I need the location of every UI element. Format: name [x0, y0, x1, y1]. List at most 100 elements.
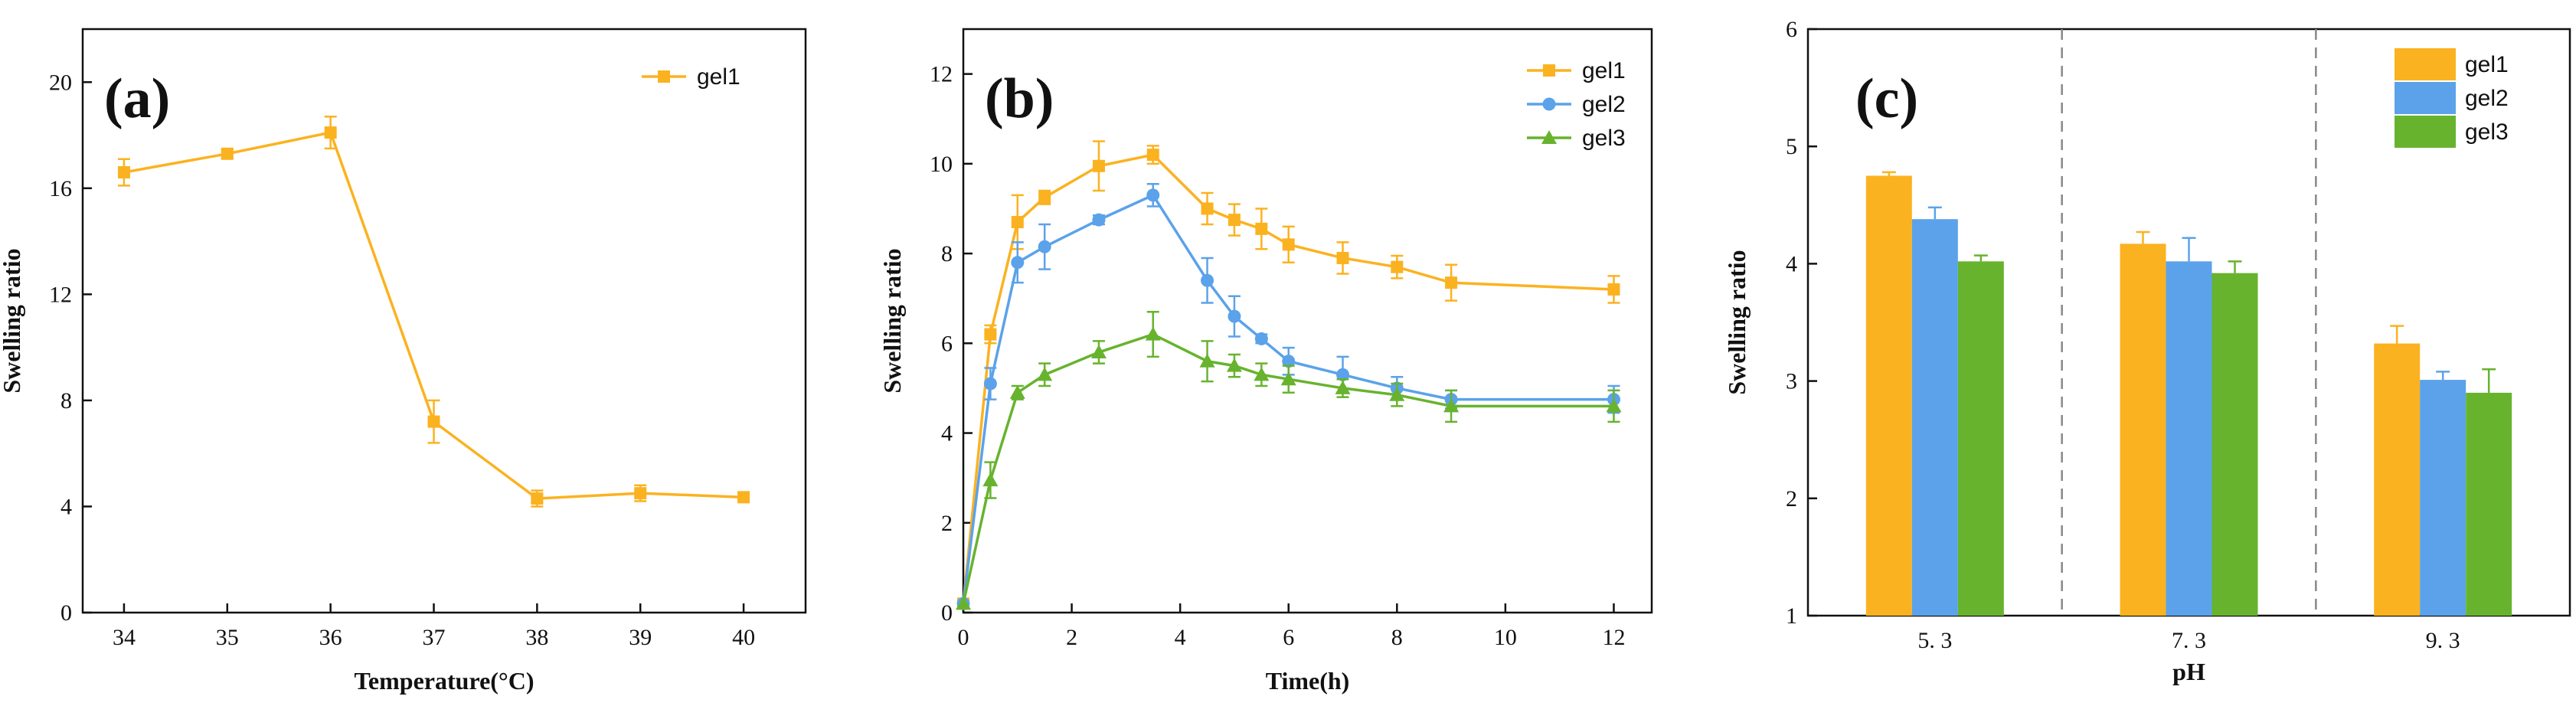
data-point — [1443, 398, 1460, 413]
data-point — [1606, 398, 1622, 413]
data-point — [984, 328, 997, 341]
data-point — [1146, 188, 1160, 202]
y-axis-label: Swelling ratio — [0, 248, 25, 393]
x-tick-label: 36 — [319, 625, 342, 650]
data-point — [1336, 368, 1350, 381]
bar-gel1 — [2120, 244, 2166, 616]
legend-label-gel1: gel1 — [2465, 52, 2509, 77]
data-point — [956, 596, 971, 610]
series-line-gel3 — [962, 332, 1614, 604]
data-point — [1090, 345, 1107, 359]
bar-gel3 — [1957, 261, 2004, 616]
x-tick-label: 9. 3 — [2426, 628, 2460, 653]
data-point — [117, 166, 130, 179]
legend-swatch-gel3 — [2395, 116, 2456, 148]
legend: gel1 gel2 gel3 — [2395, 48, 2509, 148]
y-tick-label: 6 — [941, 331, 953, 356]
x-tick-label: 34 — [113, 625, 136, 650]
data-point — [1389, 387, 1405, 401]
panel-label: (b) — [985, 67, 1054, 130]
panel-c-ph-bar-chart: 1 2 3 4 5 6 5. 3 7. 3 9. 3 gel1 gel2 gel3 pH Swelling… — [1723, 17, 2571, 685]
data-point — [1038, 240, 1051, 253]
bar-gel1 — [2374, 343, 2421, 616]
data-point — [1254, 367, 1270, 381]
y-tick-label: 0 — [60, 600, 72, 626]
legend-label-gel2: gel2 — [1582, 92, 1626, 117]
data-point — [982, 472, 999, 487]
bar-gel2 — [2420, 380, 2466, 616]
plot-frame — [962, 28, 1653, 614]
bar-gel1 — [1865, 175, 1912, 616]
legend-swatch-gel1 — [2395, 48, 2456, 80]
x-tick-label: 8 — [1391, 625, 1403, 650]
x-tick-label: 12 — [1602, 625, 1625, 650]
x-axis-label: Time(h) — [1266, 667, 1350, 695]
y-tick-label: 5 — [1786, 134, 1797, 159]
x-tick-label: 5. 3 — [1917, 628, 1952, 653]
y-tick-label: 16 — [49, 176, 72, 201]
legend-label-gel2: gel2 — [2465, 86, 2509, 111]
data-point — [221, 147, 234, 160]
y-tick-label: 20 — [49, 70, 72, 95]
legend-label-gel3: gel3 — [1582, 126, 1626, 151]
data-point — [737, 491, 750, 504]
bar-gel2 — [1911, 219, 1958, 616]
x-tick-label: 7. 3 — [2172, 628, 2206, 653]
data-point — [1445, 276, 1458, 289]
y-axis-label: Swelling ratio — [878, 248, 906, 393]
data-point — [1092, 159, 1105, 172]
legend-swatch-gel2 — [2395, 82, 2456, 114]
data-point — [427, 415, 440, 428]
data-point — [1038, 191, 1051, 204]
data-point — [1282, 355, 1296, 368]
legend-label-gel1: gel1 — [697, 64, 740, 90]
y-tick-label: 12 — [49, 282, 72, 307]
y-tick-label: 12 — [930, 62, 953, 87]
data-point — [1226, 358, 1242, 372]
data-point — [1336, 251, 1349, 264]
data-point — [1228, 309, 1241, 323]
data-point — [1391, 260, 1404, 273]
x-tick-label: 2 — [1066, 625, 1077, 650]
y-tick-label: 4 — [60, 494, 72, 519]
x-axis-label: pH — [2172, 658, 2205, 685]
panel-a-temperature-chart: 34 35 36 37 38 39 40 0 4 8 12 16 20 gel1 Temperature(°… — [0, 28, 807, 695]
data-point — [634, 487, 647, 500]
data-point — [1145, 326, 1161, 341]
x-tick-label: 38 — [525, 625, 548, 650]
plot-frame — [81, 28, 807, 614]
legend-label-gel1: gel1 — [1582, 58, 1626, 83]
data-point — [1037, 367, 1053, 381]
panel-label: (a) — [104, 67, 170, 130]
y-tick-label: 0 — [941, 600, 953, 626]
data-point — [1199, 353, 1215, 368]
legend-marker-gel1 — [1543, 64, 1555, 77]
y-tick-label: 8 — [941, 241, 953, 266]
data-point — [1011, 216, 1024, 229]
x-tick-label: 0 — [958, 625, 969, 650]
data-point — [1282, 238, 1295, 251]
y-axis-label: Swelling ratio — [1723, 250, 1751, 394]
x-axis-label: Temperature(°C) — [355, 667, 534, 695]
y-tick-label: 10 — [930, 152, 953, 177]
legend: gel1 gel2 gel3 — [1527, 58, 1626, 151]
legend-marker-gel2 — [1542, 97, 1556, 111]
legend: gel1 — [642, 64, 740, 90]
data-point — [1607, 283, 1620, 296]
x-tick-label: 40 — [732, 625, 755, 650]
y-tick-label: 4 — [941, 421, 953, 446]
x-tick-label: 35 — [216, 625, 239, 650]
data-point — [983, 377, 997, 391]
data-point — [1201, 273, 1214, 287]
legend-label-gel3: gel3 — [2465, 119, 2509, 145]
series-gel1 — [117, 116, 750, 508]
data-point — [1011, 256, 1025, 270]
legend-marker-gel1 — [658, 70, 670, 83]
panel-label: (c) — [1855, 67, 1918, 130]
y-tick-label: 3 — [1786, 369, 1797, 394]
data-point — [1201, 202, 1214, 215]
data-point — [531, 492, 544, 505]
x-tick-label: 10 — [1494, 625, 1517, 650]
data-point — [324, 126, 337, 139]
